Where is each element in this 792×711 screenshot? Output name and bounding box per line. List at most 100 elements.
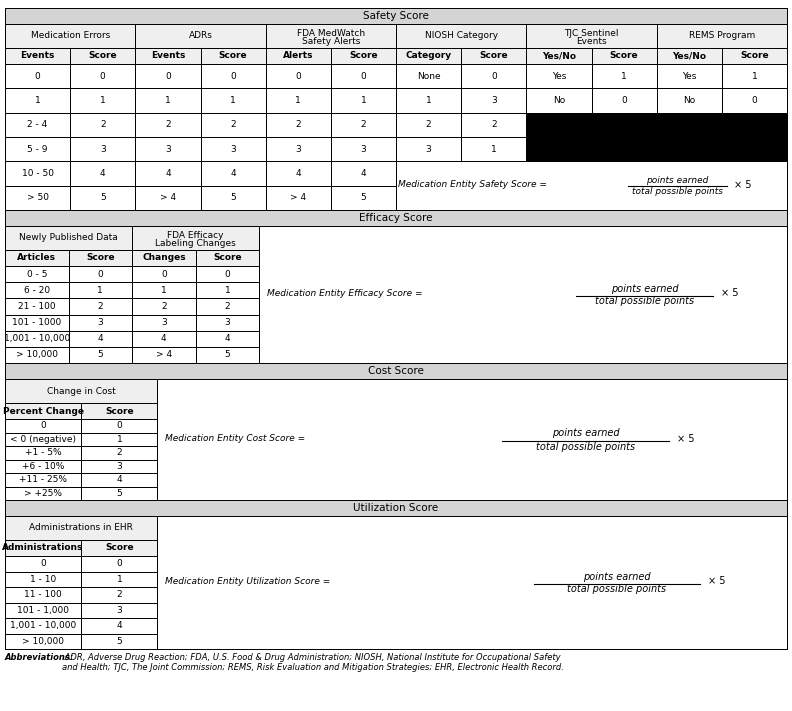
Text: > 4: > 4 xyxy=(156,351,172,360)
Text: Labeling Changes: Labeling Changes xyxy=(155,238,236,247)
Bar xyxy=(82,473,158,486)
Bar xyxy=(135,88,200,112)
Text: 0: 0 xyxy=(116,421,122,430)
Text: 0: 0 xyxy=(116,560,122,568)
Text: 0: 0 xyxy=(161,269,167,279)
Bar xyxy=(135,24,265,48)
Bar xyxy=(82,432,158,446)
Text: Articles: Articles xyxy=(17,254,56,262)
Bar xyxy=(70,48,135,64)
Bar xyxy=(722,112,787,137)
Bar xyxy=(265,161,331,186)
Bar xyxy=(5,186,70,210)
Text: 0: 0 xyxy=(295,72,301,80)
Text: > 10,000: > 10,000 xyxy=(16,351,58,360)
Bar xyxy=(70,112,135,137)
Bar xyxy=(200,48,265,64)
Text: 1: 1 xyxy=(224,286,230,295)
Text: 1: 1 xyxy=(295,96,301,105)
Text: 0: 0 xyxy=(360,72,366,80)
Bar xyxy=(135,48,200,64)
Text: 4: 4 xyxy=(230,169,236,178)
Text: ADR, Adverse Drug Reaction; FDA, U.S. Food & Drug Administration; NIOSH, Nationa: ADR, Adverse Drug Reaction; FDA, U.S. Fo… xyxy=(62,653,564,673)
Bar xyxy=(331,112,396,137)
Bar xyxy=(265,137,331,161)
Text: 11 - 100: 11 - 100 xyxy=(25,590,62,599)
Text: Score: Score xyxy=(105,543,134,552)
Bar xyxy=(396,112,461,137)
Text: 2 - 4: 2 - 4 xyxy=(28,120,48,129)
Text: 1: 1 xyxy=(360,96,366,105)
Text: 3: 3 xyxy=(230,144,236,154)
Text: 2: 2 xyxy=(360,120,366,129)
Bar xyxy=(5,137,70,161)
Bar xyxy=(396,161,787,210)
Bar xyxy=(265,88,331,112)
Bar xyxy=(82,572,158,587)
Bar xyxy=(69,282,132,299)
Bar xyxy=(200,112,265,137)
Bar xyxy=(331,186,396,210)
Bar xyxy=(657,24,787,48)
Text: Medication Entity Utilization Score =: Medication Entity Utilization Score = xyxy=(166,577,331,586)
Bar xyxy=(396,137,461,161)
Bar xyxy=(5,226,132,250)
Bar xyxy=(265,64,331,88)
Text: 2: 2 xyxy=(491,120,497,129)
Bar xyxy=(5,266,69,282)
Text: Percent Change: Percent Change xyxy=(2,407,84,415)
Bar xyxy=(70,161,135,186)
Bar xyxy=(5,347,69,363)
Bar xyxy=(5,8,787,24)
Text: Score: Score xyxy=(479,51,508,60)
Text: Yes/No: Yes/No xyxy=(672,51,706,60)
Text: No: No xyxy=(683,96,695,105)
Bar xyxy=(132,314,196,331)
Bar xyxy=(527,137,592,161)
Text: Administrations in EHR: Administrations in EHR xyxy=(29,523,133,533)
Text: 10 - 50: 10 - 50 xyxy=(21,169,54,178)
Text: Score: Score xyxy=(105,407,134,415)
Bar xyxy=(722,88,787,112)
Bar xyxy=(527,64,592,88)
Text: 5: 5 xyxy=(116,488,122,498)
Text: Medication Entity Safety Score =: Medication Entity Safety Score = xyxy=(398,180,546,189)
Text: Changes: Changes xyxy=(142,254,185,262)
Bar xyxy=(82,446,158,459)
Bar xyxy=(200,161,265,186)
Text: > 4: > 4 xyxy=(290,193,307,203)
Bar xyxy=(132,282,196,299)
Text: 0: 0 xyxy=(752,96,757,105)
Bar xyxy=(69,314,132,331)
Text: 4: 4 xyxy=(100,169,105,178)
Bar xyxy=(461,88,527,112)
Bar xyxy=(5,516,158,540)
Bar xyxy=(5,572,82,587)
Bar xyxy=(5,210,787,363)
Text: 1: 1 xyxy=(230,96,236,105)
Text: 1: 1 xyxy=(161,286,167,295)
Bar xyxy=(396,88,461,112)
Text: 1: 1 xyxy=(116,434,122,444)
Text: 1: 1 xyxy=(100,96,105,105)
Text: FDA Efficacy: FDA Efficacy xyxy=(167,230,224,240)
Text: NIOSH Category: NIOSH Category xyxy=(425,31,497,41)
Bar xyxy=(5,459,82,473)
Bar xyxy=(196,331,259,347)
Bar xyxy=(158,516,787,649)
Text: 3: 3 xyxy=(116,606,122,615)
Bar xyxy=(200,88,265,112)
Bar xyxy=(722,137,787,161)
Text: Utilization Score: Utilization Score xyxy=(353,503,439,513)
Text: 5: 5 xyxy=(224,351,230,360)
Text: No: No xyxy=(553,96,565,105)
Bar xyxy=(70,64,135,88)
Bar xyxy=(196,266,259,282)
Bar xyxy=(5,161,70,186)
Bar xyxy=(592,112,657,137)
Text: 1: 1 xyxy=(165,96,171,105)
Bar xyxy=(5,403,82,419)
Text: Category: Category xyxy=(406,51,451,60)
Bar xyxy=(82,618,158,634)
Bar xyxy=(5,379,158,403)
